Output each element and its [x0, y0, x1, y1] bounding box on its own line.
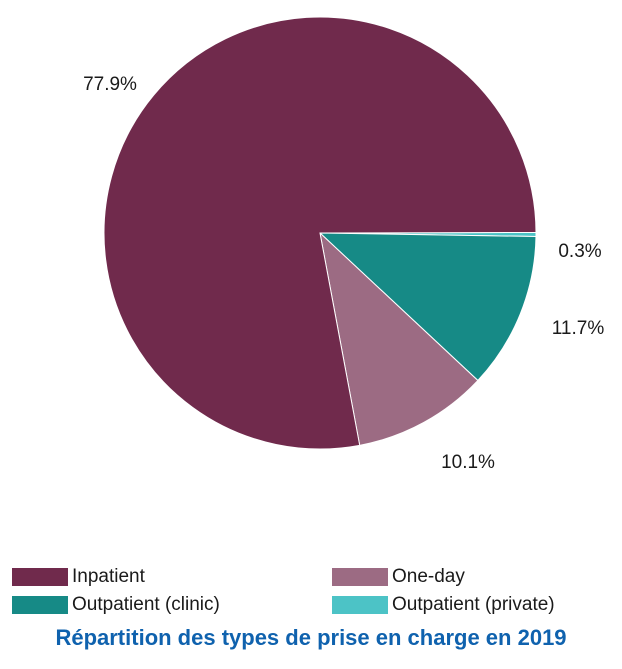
legend-swatch-one-day [332, 568, 388, 586]
pie-slice-outpatient-clinic [318, 232, 537, 382]
legend-label-outpatient-clinic: Outpatient (clinic) [72, 594, 220, 615]
data-label-outpatient-private: 0.3% [558, 241, 601, 262]
pie-slice-one-day [319, 231, 479, 446]
legend-item-outpatient-private: Outpatient (private) [332, 592, 555, 618]
legend-label-outpatient-private: Outpatient (private) [392, 594, 555, 615]
legend-swatch-inpatient [12, 568, 68, 586]
legend-item-outpatient-clinic: Outpatient (clinic) [12, 592, 220, 618]
legend-swatch-outpatient-private [332, 596, 388, 614]
data-label-one-day: 10.1% [441, 452, 495, 473]
data-label-inpatient: 77.9% [83, 74, 137, 95]
legend-swatch-outpatient-clinic [12, 596, 68, 614]
pie-chart: 77.9% 10.1% 11.7% 0.3% [83, 16, 605, 473]
legend-item-one-day: One-day [332, 564, 465, 590]
legend-label-one-day: One-day [392, 566, 465, 587]
legend-label-inpatient: Inpatient [72, 566, 145, 587]
chart-title: Répartition des types de prise en charge… [55, 625, 567, 650]
data-label-outpatient-clinic: 11.7% [552, 318, 605, 339]
pie-chart-svg: 77.9% 10.1% 11.7% 0.3% [83, 16, 605, 473]
legend-item-inpatient: Inpatient [12, 564, 145, 590]
pie-slice-inpatient [103, 16, 537, 450]
legend: Inpatient One-day Outpatient (clinic) Ou… [0, 560, 622, 622]
